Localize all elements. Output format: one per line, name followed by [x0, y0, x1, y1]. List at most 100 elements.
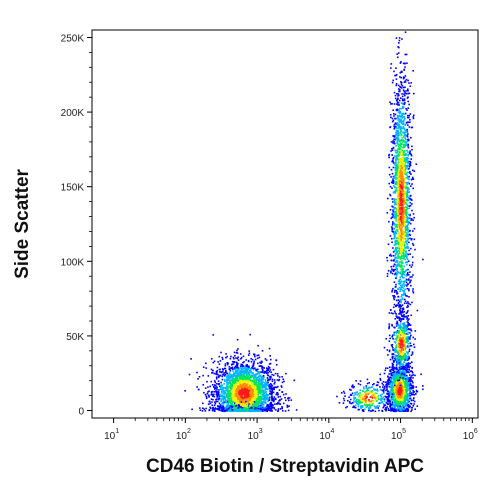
event-dot [242, 383, 244, 386]
event-dot [243, 374, 245, 376]
event-dot [249, 370, 252, 372]
event-dot [396, 189, 398, 192]
event-dot [243, 393, 245, 396]
event-dot [389, 193, 391, 196]
event-dot [391, 228, 393, 230]
event-dot [285, 372, 287, 375]
event-dot [392, 166, 395, 169]
event-dot [234, 394, 237, 397]
event-dot [235, 406, 237, 409]
event-dot [234, 390, 236, 392]
event-dot [410, 266, 413, 268]
event-dot [391, 216, 394, 218]
event-dot [405, 187, 407, 189]
event-dot [402, 220, 405, 223]
event-dot [390, 103, 392, 105]
event-dot [401, 318, 403, 320]
event-dot [288, 397, 291, 399]
event-dot [399, 185, 401, 187]
event-dot [399, 89, 401, 91]
event-dot [255, 399, 258, 402]
event-dot [269, 355, 271, 357]
event-dot [211, 409, 214, 411]
event-dot [396, 199, 398, 201]
event-dot [404, 271, 406, 274]
event-dot [220, 399, 223, 401]
event-dot [407, 235, 410, 237]
event-dot [400, 81, 403, 84]
event-dot [404, 80, 407, 82]
event-dot [216, 408, 218, 410]
event-dot [217, 361, 219, 363]
event-dot [212, 395, 214, 397]
event-dot [265, 393, 268, 395]
event-dot [210, 398, 213, 400]
event-dot [245, 410, 248, 413]
event-dot [273, 399, 275, 401]
event-dot [400, 215, 403, 218]
event-dot [274, 403, 276, 405]
event-dot [395, 131, 397, 134]
event-dot [393, 91, 396, 94]
event-dot [405, 247, 408, 249]
event-dot [217, 394, 220, 396]
event-dot [395, 83, 398, 85]
event-dot [259, 365, 262, 367]
event-dot [401, 243, 404, 246]
event-dot [407, 88, 409, 90]
event-dot [256, 410, 259, 412]
event-dot [397, 95, 399, 97]
event-dot [410, 82, 412, 84]
event-dot [217, 391, 220, 393]
event-dot [398, 241, 400, 243]
event-dot [397, 232, 399, 234]
event-dot [260, 387, 262, 390]
event-dot [402, 235, 404, 237]
event-dot [390, 150, 392, 152]
event-dot [415, 163, 418, 165]
event-dot [227, 403, 229, 405]
event-dot [394, 264, 397, 266]
event-dot [248, 381, 251, 383]
event-dot [262, 404, 265, 406]
event-dot [395, 277, 397, 279]
event-dot [254, 387, 256, 390]
event-dot [239, 397, 241, 400]
event-dot [407, 401, 409, 404]
event-dot [402, 115, 404, 118]
event-dot [402, 255, 404, 257]
event-dot [405, 185, 408, 188]
event-dot [402, 219, 404, 222]
event-dot [400, 232, 403, 235]
event-dot [252, 390, 254, 393]
event-dot [401, 366, 403, 368]
event-dot [402, 276, 404, 279]
event-dot [248, 366, 250, 368]
event-dot [403, 146, 405, 149]
event-dot [399, 171, 401, 174]
event-dot [404, 199, 406, 201]
event-dot [404, 246, 406, 249]
event-dot [219, 393, 221, 396]
event-dot [260, 386, 262, 388]
event-dot [389, 383, 391, 386]
event-dot [251, 406, 254, 409]
event-dot [398, 99, 401, 102]
event-dot [407, 162, 409, 165]
event-dot [406, 402, 408, 404]
event-dot [399, 288, 402, 291]
event-dot [398, 118, 401, 121]
event-dot [411, 178, 414, 180]
event-dot [388, 254, 391, 257]
event-dot [402, 194, 404, 197]
event-dot [236, 381, 238, 384]
event-dot [395, 237, 398, 239]
event-dot [221, 370, 224, 373]
event-dot [230, 383, 233, 386]
event-dot [400, 273, 403, 276]
event-dot [406, 224, 408, 227]
event-dot [408, 201, 411, 204]
event-dot [245, 376, 247, 379]
event-dot [215, 370, 218, 373]
event-dot [241, 394, 243, 396]
